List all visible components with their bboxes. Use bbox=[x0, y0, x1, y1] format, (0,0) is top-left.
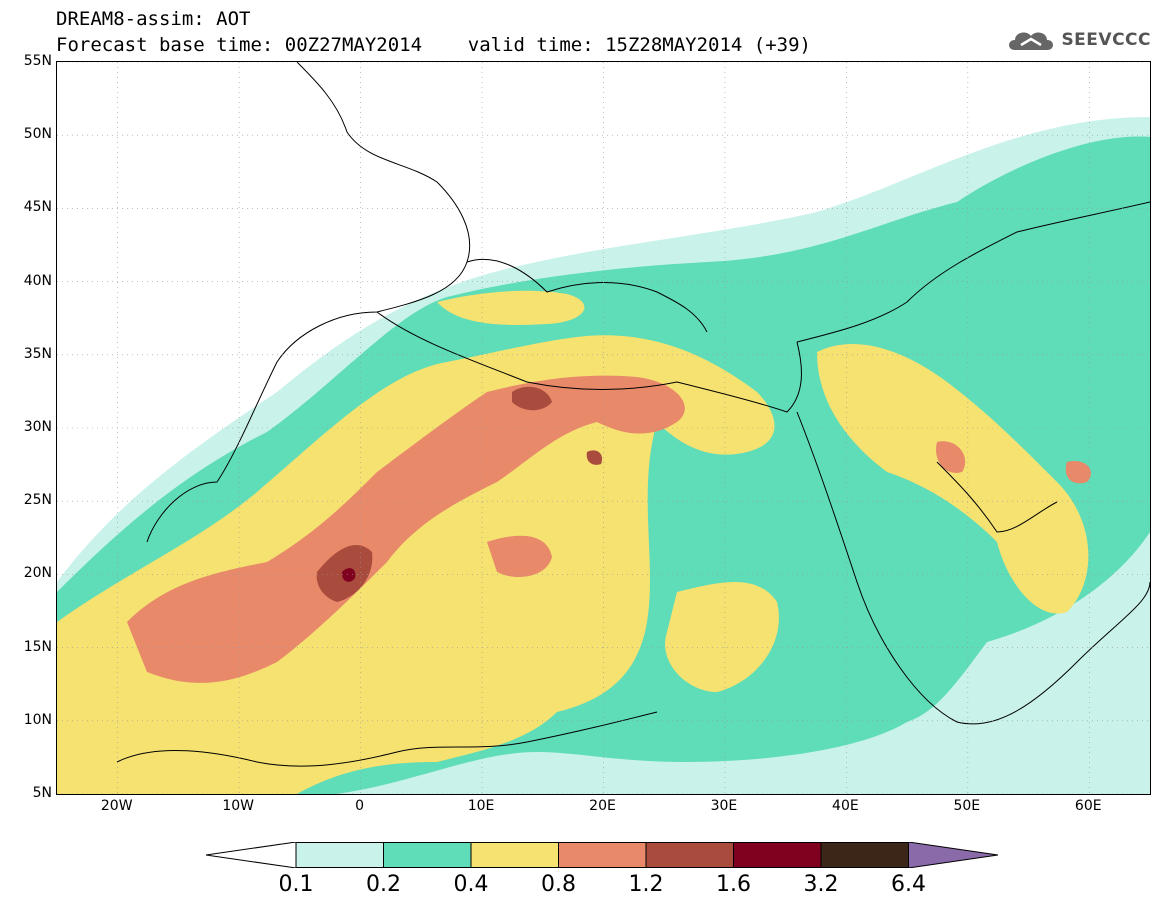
colorbar-segment bbox=[558, 842, 647, 868]
lat-label: 45N bbox=[23, 199, 52, 216]
colorbar-tick-label: 0.8 bbox=[541, 872, 576, 897]
colorbar-tick-label: 0.1 bbox=[278, 872, 314, 897]
cloud-icon bbox=[1009, 32, 1054, 50]
lon-label: 20E bbox=[589, 798, 616, 814]
lat-label: 15N bbox=[23, 638, 52, 655]
coastlines bbox=[116, 62, 1150, 767]
colorbar-segment bbox=[470, 842, 559, 868]
aot-colorbar bbox=[206, 842, 998, 868]
lon-label: 10E bbox=[467, 798, 495, 814]
lon-label: 30E bbox=[710, 798, 738, 814]
grid-lines bbox=[57, 62, 1150, 794]
colorbar-segment bbox=[645, 842, 734, 868]
colorbar-tick-label: 1.2 bbox=[628, 872, 664, 897]
lat-label: 25N bbox=[23, 492, 52, 509]
brand-name: SEEVCCC bbox=[1061, 30, 1151, 50]
colorbar-segment bbox=[383, 842, 472, 868]
lat-label: 40N bbox=[23, 272, 52, 289]
colorbar-tick-label: 3.2 bbox=[803, 872, 839, 897]
colorbar-tick-label: 6.4 bbox=[891, 872, 926, 897]
lon-label: 20W bbox=[100, 798, 133, 814]
lon-label: 60E bbox=[1074, 798, 1102, 814]
lat-label: 5N bbox=[32, 785, 52, 801]
lat-label: 50N bbox=[23, 126, 52, 143]
lat-label: 10N bbox=[23, 711, 52, 728]
aot-map bbox=[56, 61, 1151, 795]
lat-label: 35N bbox=[23, 345, 52, 362]
colorbar-tick-label: 0.4 bbox=[453, 872, 489, 897]
lat-label: 30N bbox=[23, 419, 52, 435]
colorbar-over-arrow bbox=[908, 842, 998, 868]
lon-label: 40E bbox=[832, 798, 859, 814]
brand-logo: SEEVCCC bbox=[1005, 26, 1151, 54]
map-canvas bbox=[57, 62, 1150, 794]
lon-label: 10W bbox=[222, 798, 254, 814]
colorbar-segment bbox=[295, 842, 384, 868]
forecast-time-line: Forecast base time: 00Z27MAY2014 valid t… bbox=[56, 34, 811, 56]
colorbar-segment bbox=[733, 842, 822, 868]
colorbar-segment bbox=[820, 842, 909, 868]
map-title: DREAM8-assim: AOT bbox=[56, 8, 251, 30]
colorbar-tick-label: 1.6 bbox=[716, 872, 751, 897]
lon-label: 0 bbox=[355, 798, 365, 814]
colorbar-under-arrow bbox=[206, 842, 297, 868]
colorbar-tick-label: 0.2 bbox=[366, 872, 401, 897]
lat-label: 20N bbox=[23, 565, 52, 582]
lat-label: 55N bbox=[23, 53, 52, 69]
lon-label: 50E bbox=[953, 798, 981, 814]
